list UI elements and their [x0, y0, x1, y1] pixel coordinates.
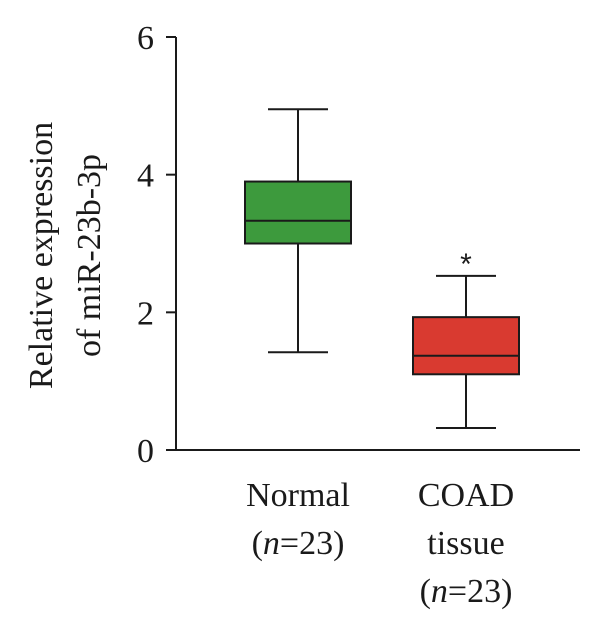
y-axis-label-line: of miR-23b-3p — [71, 154, 108, 357]
significance-marker: * — [460, 248, 472, 281]
category-labels: Normal (n=23) COAD tissue (n=23) — [246, 477, 514, 610]
y-tick-label: 4 — [137, 158, 154, 195]
category-label-line: (n=23) — [420, 573, 513, 610]
box-series: * — [244, 108, 520, 429]
category-label-line: Normal — [246, 477, 350, 514]
iqr-box — [244, 180, 352, 245]
y-axis-label-line: Relative expression — [23, 122, 60, 389]
y-tick-label: 6 — [137, 20, 154, 57]
y-tick-label: 2 — [137, 295, 154, 332]
category-label-line: COAD — [418, 477, 514, 514]
box-group — [244, 108, 352, 354]
box-group: * — [412, 248, 520, 429]
category-label-line: tissue — [427, 525, 504, 562]
y-axis: 0 2 4 6 — [137, 20, 177, 470]
category-label-line: (n=23) — [252, 525, 345, 562]
y-axis-label: Relative expression of miR-23b-3p — [23, 122, 108, 389]
y-tick-label: 0 — [137, 433, 154, 470]
iqr-box — [412, 316, 520, 376]
